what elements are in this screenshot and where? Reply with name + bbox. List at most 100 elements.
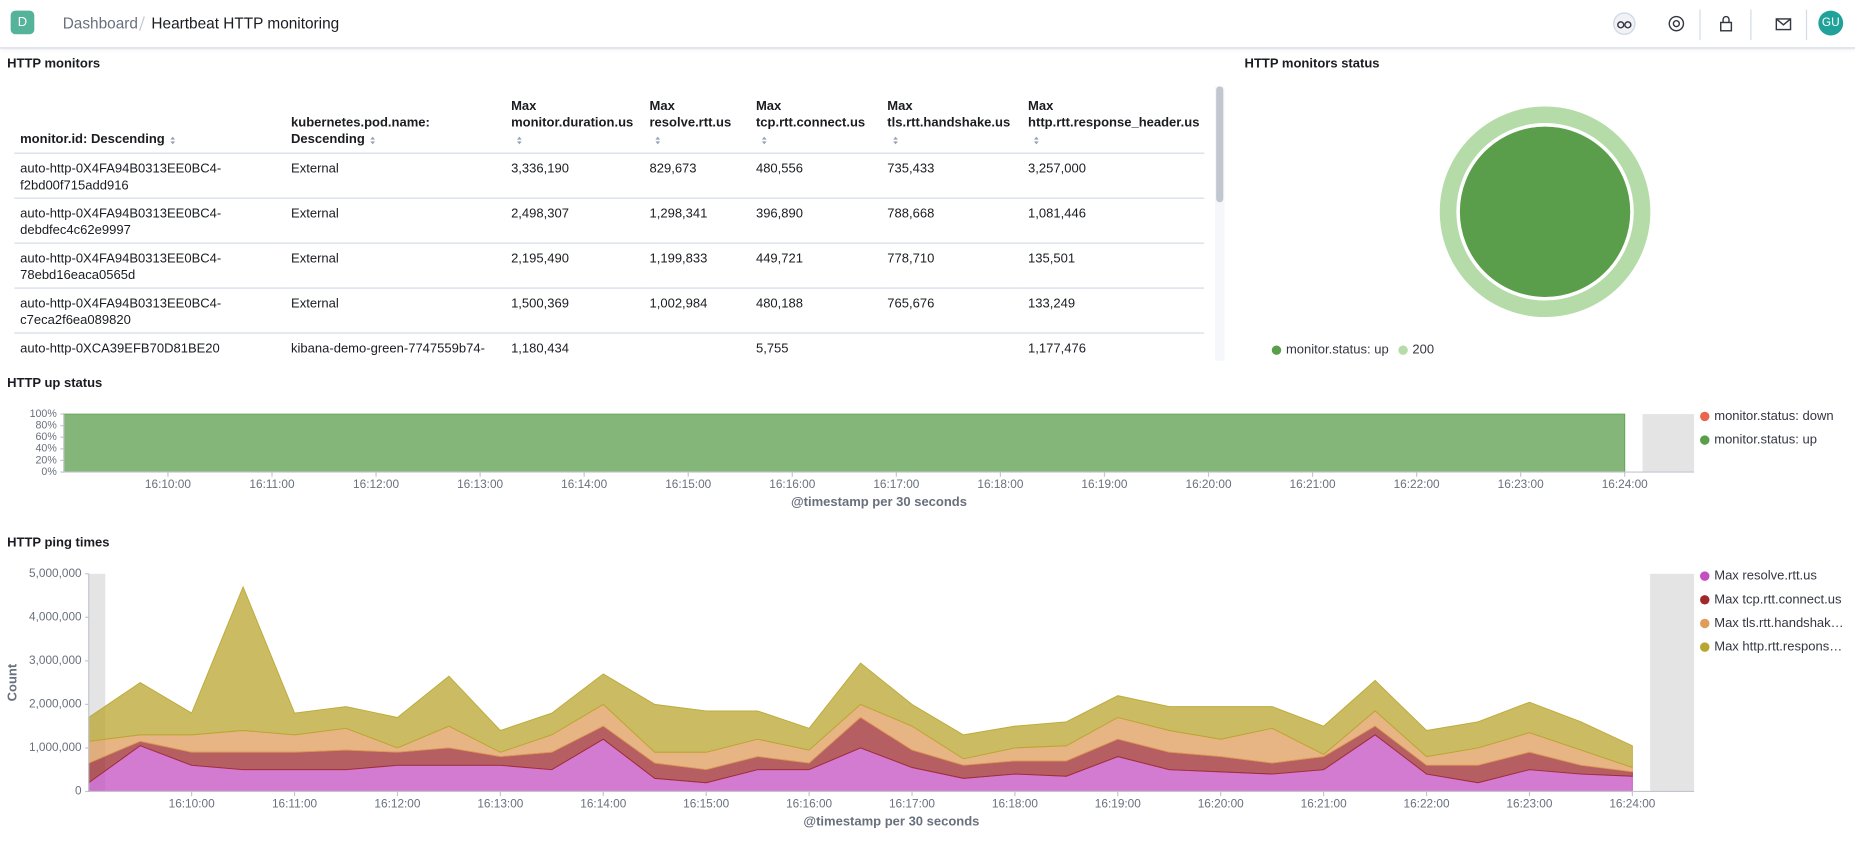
x-tick-label: 16:18:00 (992, 797, 1038, 811)
table-cell: External (285, 243, 506, 289)
table-cell: 1,180,434 (505, 333, 644, 361)
panel-title: HTTP monitors status (1244, 56, 1380, 71)
area (88, 585, 1633, 769)
user-avatar[interactable]: GU (1818, 10, 1844, 36)
lock-icon[interactable] (1720, 15, 1733, 32)
cell-text: auto-http-0X4FA94B0313EE0BC4-78ebd16eaca… (20, 251, 222, 283)
cell-text: 1,199,833 (649, 251, 708, 267)
legend-label: monitor.status: down (1714, 409, 1834, 424)
table-cell: 133,249 (1022, 288, 1205, 334)
cell-text: auto-http-0XCA39EFB70D81BE20 (20, 341, 220, 357)
cell-text: 480,188 (755, 296, 804, 312)
legend-label: monitor.status: up (1285, 343, 1389, 358)
table-row: auto-http-0X4FA94B0313EE0BC4-f2bd00f715a… (14, 153, 1205, 199)
top-bar: D Dashboard Heartbeat HTTP monitoring GU (0, 0, 1855, 49)
x-tick-label: 16:23:00 (1506, 797, 1552, 811)
x-tick-label: 16:11:00 (249, 477, 295, 491)
table-row: auto-http-0X4FA94B0313EE0BC4-debdfec4c62… (14, 198, 1205, 244)
header-icons (1612, 9, 1808, 41)
x-axis-title: @timestamp per 30 seconds (791, 494, 967, 509)
column-header-text: Max http.rtt.response_header.us (1028, 99, 1200, 131)
sort-icon[interactable] (367, 134, 379, 145)
x-tick-label: 16:22:00 (1394, 477, 1440, 491)
panel-title: HTTP up status (7, 376, 103, 391)
legend-item[interactable]: monitor.status: up (1700, 428, 1844, 452)
x-tick-label: 16:18:00 (977, 477, 1023, 491)
column-header: Max tls.rtt.handshake.us (881, 88, 1023, 154)
cell-text: External (291, 207, 339, 222)
legend-item[interactable]: Max http.rtt.response_header.us (1700, 635, 1844, 659)
legend-swatch (1700, 642, 1710, 652)
table-cell: External (285, 288, 506, 334)
table-cell: 1,002,984 (643, 288, 751, 334)
cell-text: 788,668 (887, 207, 935, 222)
x-tick-label: 16:10:00 (145, 477, 191, 491)
breadcrumb-link[interactable]: Dashboard (62, 14, 138, 32)
y-tick-label: 0% (41, 466, 57, 478)
sort-icon[interactable] (513, 134, 525, 145)
column-header-text: Max resolve.rtt.us (649, 99, 732, 131)
y-tick-label: 0 (75, 784, 82, 798)
y-tick-label: 100% (30, 408, 58, 420)
legend-swatch (1700, 411, 1710, 422)
legend-item[interactable]: monitor.status: down (1700, 405, 1844, 429)
y-tick-label: 2,000,000 (29, 697, 82, 711)
x-tick-label: 16:19:00 (1095, 797, 1141, 811)
sort-icon[interactable] (758, 134, 770, 145)
sort-icon[interactable] (652, 134, 664, 145)
sort-icon[interactable] (890, 134, 902, 145)
column-header: Max http.rtt.response_header.us (1022, 88, 1205, 154)
legend: monitor.status: up 200 (1271, 338, 1444, 362)
sort-icon[interactable] (1030, 134, 1042, 145)
cell-text: 778,710 (887, 251, 935, 267)
legend-item[interactable]: Max tcp.rtt.connect.us (1700, 588, 1844, 612)
x-tick-label: 16:15:00 (665, 477, 711, 491)
table-cell: 778,710 (881, 243, 1023, 289)
cell-text: 1,298,341 (649, 207, 708, 222)
legend-item[interactable]: 200 (1398, 338, 1434, 362)
cell-text: auto-http-0X4FA94B0313EE0BC4-f2bd00f715a… (20, 162, 222, 193)
table-cell: 1,199,833 (643, 243, 751, 289)
glasses-icon[interactable] (1612, 12, 1636, 36)
scrollbar-thumb[interactable] (1216, 86, 1224, 203)
column-header-text: Max tcp.rtt.connect.us (755, 99, 866, 131)
table-cell: auto-http-0X4FA94B0313EE0BC4-c7eca2f6ea0… (14, 288, 286, 334)
x-tick-label: 16:14:00 (561, 477, 607, 491)
y-tick-label: 20% (36, 454, 58, 466)
cell-text: 1,180,434 (511, 341, 569, 357)
help-icon[interactable] (1668, 15, 1685, 32)
table-cell: 1,298,341 (643, 198, 751, 244)
x-axis-title: @timestamp per 30 seconds (803, 814, 979, 829)
app-logo[interactable]: D (10, 10, 35, 35)
breadcrumb-current: Heartbeat HTTP monitoring (151, 14, 340, 32)
x-tick-label: 16:23:00 (1498, 477, 1544, 491)
panel-title: HTTP monitors (7, 56, 101, 71)
y-tick-label: 1,000,000 (29, 740, 82, 754)
legend-item[interactable]: monitor.status: up (1271, 338, 1389, 362)
cell-text: 2,195,490 (511, 251, 569, 267)
breadcrumb-separator (139, 16, 145, 31)
cell-text: 3,257,000 (1028, 162, 1086, 177)
legend-swatch (1398, 345, 1408, 355)
cell-text: 480,556 (755, 162, 804, 177)
column-header: Max tcp.rtt.connect.us (750, 88, 882, 154)
table-cell: auto-http-0X4FA94B0313EE0BC4-78ebd16eaca… (14, 243, 286, 289)
y-axis-title: Percentage of Count (4, 376, 19, 504)
column-header: monitor.id: Descending (14, 88, 286, 154)
x-tick-label: 16:22:00 (1404, 797, 1450, 811)
legend: Max resolve.rtt.us Max tcp.rtt.connect.us… (1700, 564, 1844, 659)
table-cell (643, 333, 751, 361)
legend-item[interactable]: Max tls.rtt.handshake.us (1700, 612, 1844, 636)
x-tick-label: 16:19:00 (1081, 477, 1127, 491)
legend-label: Max tls.rtt.handshake.us (1714, 616, 1845, 631)
sort-icon[interactable] (167, 134, 179, 145)
monitors-table: monitor.id: Descending kubernetes.pod.nam… (14, 88, 1205, 361)
column-header: Max resolve.rtt.us (643, 88, 751, 154)
table-row: auto-http-0X4FA94B0313EE0BC4-c7eca2f6ea0… (14, 288, 1205, 334)
table-cell: 449,721 (750, 243, 882, 289)
scrollbar[interactable] (1214, 86, 1225, 361)
x-tick-label: 16:12:00 (353, 477, 399, 491)
mail-icon[interactable] (1775, 18, 1792, 31)
legend-item[interactable]: Max resolve.rtt.us (1700, 564, 1844, 588)
